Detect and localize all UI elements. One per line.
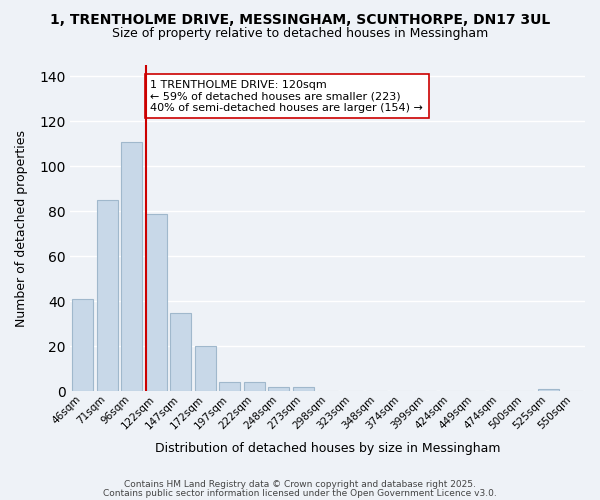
Text: Size of property relative to detached houses in Messingham: Size of property relative to detached ho… [112, 28, 488, 40]
Bar [72, 299, 93, 392]
Bar [121, 142, 142, 392]
Bar [146, 214, 167, 392]
Bar [170, 312, 191, 392]
Bar [268, 387, 289, 392]
Text: Contains HM Land Registry data © Crown copyright and database right 2025.: Contains HM Land Registry data © Crown c… [124, 480, 476, 489]
Bar [219, 382, 240, 392]
Bar [538, 389, 559, 392]
Text: 1, TRENTHOLME DRIVE, MESSINGHAM, SCUNTHORPE, DN17 3UL: 1, TRENTHOLME DRIVE, MESSINGHAM, SCUNTHO… [50, 12, 550, 26]
Text: 1 TRENTHOLME DRIVE: 120sqm
← 59% of detached houses are smaller (223)
40% of sem: 1 TRENTHOLME DRIVE: 120sqm ← 59% of deta… [150, 80, 423, 113]
Bar [244, 382, 265, 392]
X-axis label: Distribution of detached houses by size in Messingham: Distribution of detached houses by size … [155, 442, 500, 455]
Bar [195, 346, 215, 392]
Y-axis label: Number of detached properties: Number of detached properties [15, 130, 28, 326]
Bar [293, 387, 314, 392]
Text: Contains public sector information licensed under the Open Government Licence v3: Contains public sector information licen… [103, 488, 497, 498]
Bar [97, 200, 118, 392]
